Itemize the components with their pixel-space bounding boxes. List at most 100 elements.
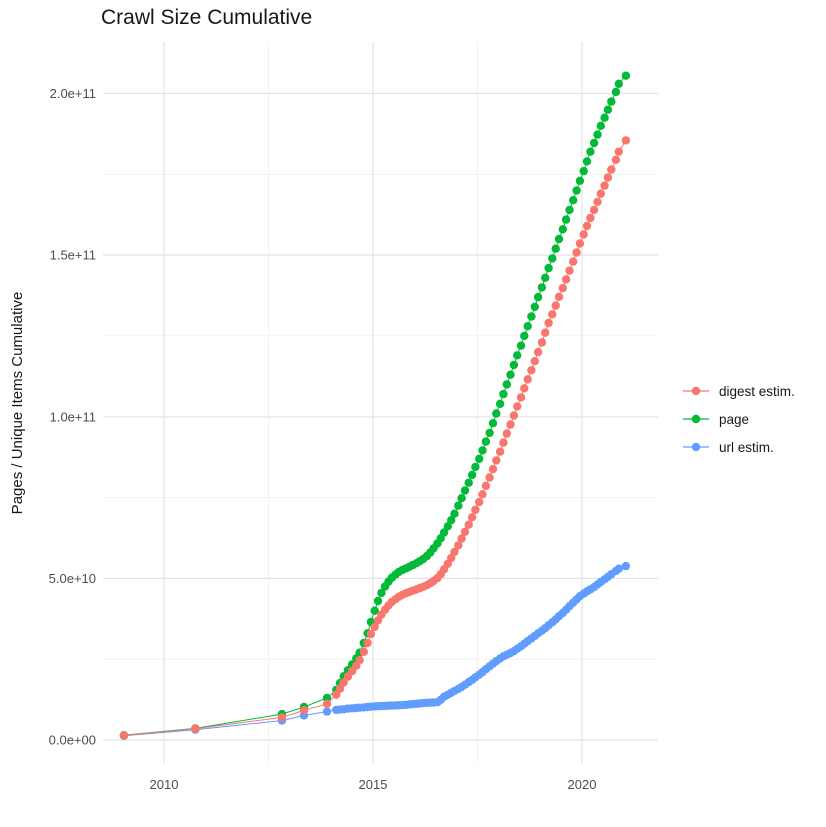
data-point-page xyxy=(439,528,449,537)
data-point-url-estim xyxy=(322,707,332,716)
series-line-digest-estim xyxy=(123,140,627,736)
data-point-digest-estim xyxy=(523,375,532,384)
data-point-page xyxy=(611,87,621,97)
data-point-digest-estim xyxy=(370,622,379,632)
data-point-page xyxy=(621,71,631,80)
data-point-digest-estim xyxy=(499,438,508,447)
legend-item-page: page xyxy=(682,405,795,433)
data-point-page xyxy=(541,273,550,282)
data-point-page xyxy=(460,486,470,495)
data-point-page xyxy=(582,157,592,166)
data-point-digest-estim xyxy=(475,497,484,507)
data-point-page xyxy=(523,322,532,331)
data-point-page xyxy=(544,263,553,273)
data-point-page xyxy=(370,606,379,615)
data-point-page xyxy=(471,462,480,472)
data-point-page xyxy=(322,693,332,703)
data-point-digest-estim xyxy=(579,230,588,239)
data-point-page xyxy=(554,234,564,244)
data-point-digest-estim xyxy=(355,656,364,665)
x-tick-label: 2010 xyxy=(150,777,179,792)
data-point-page xyxy=(558,225,567,234)
data-point-page xyxy=(488,419,498,428)
data-point-digest-estim xyxy=(603,173,613,182)
data-point-digest-estim xyxy=(119,731,129,740)
data-point-page xyxy=(575,176,585,185)
data-point-page xyxy=(589,138,599,148)
legend: digest estim. page url estim. xyxy=(682,377,795,461)
data-point-page xyxy=(516,341,526,350)
data-point-page xyxy=(478,446,487,455)
data-point-digest-estim xyxy=(332,690,341,699)
data-point-page xyxy=(596,121,605,130)
data-point-page xyxy=(533,292,543,302)
data-point-digest-estim xyxy=(572,248,581,257)
data-point-page xyxy=(464,478,473,487)
data-point-digest-estim xyxy=(558,283,567,293)
data-point-page xyxy=(373,596,383,606)
data-point-page xyxy=(475,454,484,463)
data-point-page xyxy=(447,516,456,525)
data-point-digest-estim xyxy=(611,155,621,164)
data-point-digest-estim xyxy=(516,393,526,402)
legend-label-page: page xyxy=(719,411,750,427)
data-point-digest-estim xyxy=(589,205,599,215)
data-point-digest-estim xyxy=(471,505,480,514)
data-point-digest-estim xyxy=(485,473,494,482)
data-point-digest-estim xyxy=(450,547,459,557)
data-point-page xyxy=(467,470,477,480)
data-point-digest-estim xyxy=(614,147,623,156)
data-point-page xyxy=(548,254,557,263)
data-point-digest-estim xyxy=(569,257,578,266)
data-point-digest-estim xyxy=(506,420,515,429)
data-point-url-estim xyxy=(614,564,623,573)
data-point-digest-estim xyxy=(621,136,631,145)
x-tick-label: 2020 xyxy=(568,777,597,792)
data-point-page xyxy=(527,312,536,321)
data-point-digest-estim xyxy=(363,638,372,648)
y-tick-label: 5.0e+10 xyxy=(49,571,96,586)
data-point-page xyxy=(586,147,595,156)
data-point-digest-estim xyxy=(544,318,553,328)
data-point-digest-estim xyxy=(533,347,543,357)
data-point-digest-estim xyxy=(366,629,376,639)
data-point-page xyxy=(565,205,574,215)
legend-item-digest-estim: digest estim. xyxy=(682,377,795,405)
y-tick-label: 1.0e+11 xyxy=(50,409,96,424)
y-axis-title: Pages / Unique Items Cumulative xyxy=(9,291,26,515)
data-point-digest-estim xyxy=(607,165,616,174)
data-point-digest-estim xyxy=(277,713,287,722)
data-point-digest-estim xyxy=(554,292,564,301)
data-point-digest-estim xyxy=(488,464,498,474)
data-point-page xyxy=(457,494,466,503)
data-point-digest-estim xyxy=(457,534,466,543)
data-point-digest-estim xyxy=(339,678,348,687)
data-point-digest-estim xyxy=(600,181,609,190)
data-point-page xyxy=(454,501,463,510)
data-point-digest-estim xyxy=(509,411,519,420)
data-point-digest-estim xyxy=(561,275,571,284)
data-point-digest-estim xyxy=(322,699,332,708)
data-point-page xyxy=(509,360,519,370)
data-point-page xyxy=(377,588,386,598)
data-point-digest-estim xyxy=(495,447,505,456)
data-point-page xyxy=(485,428,494,438)
y-tick-label: 0.0e+00 xyxy=(49,733,96,748)
data-point-page xyxy=(513,351,522,360)
data-point-page xyxy=(499,389,508,399)
data-point-digest-estim xyxy=(575,239,585,248)
y-tick-label: 2.0e+11 xyxy=(50,86,96,101)
data-point-digest-estim xyxy=(565,266,574,275)
data-point-digest-estim xyxy=(551,301,560,310)
data-point-digest-estim xyxy=(527,366,536,375)
legend-key-icon-digest-estim xyxy=(683,386,709,396)
data-point-page xyxy=(614,79,623,89)
data-point-digest-estim xyxy=(481,481,491,491)
data-point-page xyxy=(572,186,581,195)
data-point-digest-estim xyxy=(582,221,592,231)
data-point-digest-estim xyxy=(299,706,309,715)
data-point-digest-estim xyxy=(593,197,602,206)
data-point-digest-estim xyxy=(513,402,522,411)
